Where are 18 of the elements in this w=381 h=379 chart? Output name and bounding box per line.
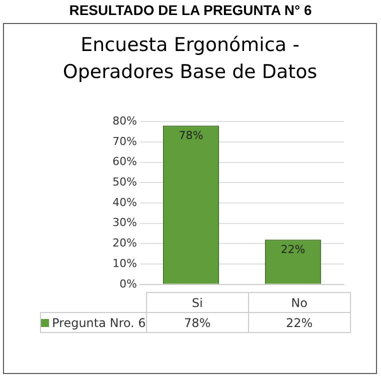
y-tick-label: 70%: [112, 134, 137, 148]
data-label: 78%: [146, 312, 248, 332]
y-tick-label: 10%: [112, 256, 137, 270]
y-tick-label: 20%: [112, 236, 137, 250]
x-tick-label: Si: [146, 292, 248, 312]
chart-subtitle: Encuesta Ergonómica - Operadores Base de Datos: [62, 33, 318, 85]
y-tick-label: 50%: [112, 176, 137, 189]
y-tick-label: 60%: [112, 155, 137, 168]
legend-label: Pregunta Nro. 6: [40, 312, 146, 332]
x-tick-label: No: [248, 292, 350, 312]
y-tick-label: 0%: [120, 277, 137, 290]
y-tick-label: 30%: [112, 216, 137, 230]
text: 22%: [280, 242, 306, 256]
chart-title: RESULTADO DE LA PREGUNTA N° 6: [68, 2, 313, 18]
data-label: 22%: [248, 312, 350, 332]
y-tick-label: 40%: [112, 196, 137, 209]
y-tick-label: 80%: [112, 114, 137, 128]
text: 78%: [178, 129, 204, 142]
